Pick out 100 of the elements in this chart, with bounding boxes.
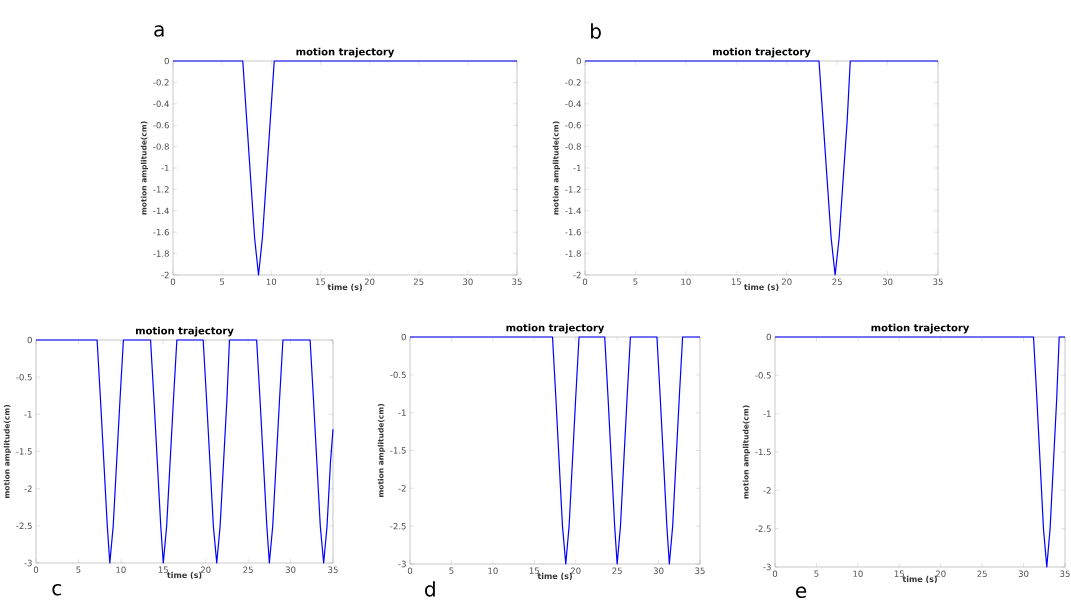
y-tick-label: -1.5 xyxy=(16,448,32,455)
line-series xyxy=(409,336,701,565)
y-tick-label: -1 xyxy=(24,411,32,418)
x-axis-title: time (s) xyxy=(744,283,779,291)
y-tick-label: 0 xyxy=(576,57,581,65)
y-tick-label: -1 xyxy=(161,164,169,172)
y-tick-label: -0.6 xyxy=(565,121,581,129)
y-tick-label: -2 xyxy=(573,271,581,279)
x-tick-label: 0 xyxy=(407,567,413,574)
y-tick-label: -1.4 xyxy=(153,207,169,214)
y-tick-label: -1.8 xyxy=(153,250,169,257)
x-axis-title: time (s) xyxy=(902,575,937,583)
y-tick-label: -0.5 xyxy=(390,371,406,379)
x-tick-label: 30 xyxy=(285,566,296,573)
x-tick-label: 0 xyxy=(582,278,588,285)
x-tick-label: 15 xyxy=(158,566,168,573)
y-tick-label: -1.4 xyxy=(565,207,581,214)
y-tick-label: -0.4 xyxy=(153,100,169,108)
y-tick-label: -2 xyxy=(763,487,771,494)
x-tick-label: 10 xyxy=(488,567,498,574)
text: e xyxy=(796,586,807,599)
y-tick-label: -3 xyxy=(24,559,32,567)
x-tick-label: 35 xyxy=(695,567,705,574)
y-tick-label: 0 xyxy=(766,333,771,341)
y-tick-label: -2.5 xyxy=(755,525,771,532)
x-tick-label: 20 xyxy=(781,278,792,285)
x-tick-label: 25 xyxy=(832,278,842,285)
y-tick-label: -0.4 xyxy=(565,100,581,108)
x-axis-title: time (s) xyxy=(537,572,572,580)
x-tick-label: 5 xyxy=(814,570,819,577)
y-tick-label: 0 xyxy=(401,333,406,341)
x-tick-label: 25 xyxy=(243,566,253,573)
y-tick-label: -2 xyxy=(24,485,32,492)
y-tick-label: 0 xyxy=(27,336,32,344)
x-tick-label: 5 xyxy=(220,278,225,285)
x-tick-label: 10 xyxy=(681,278,691,285)
y-tick-label: -1 xyxy=(763,410,771,417)
x-axis-title: time (s) xyxy=(167,571,202,579)
y-tick-label: -3 xyxy=(398,560,406,568)
x-tick-label: 15 xyxy=(315,278,326,285)
chart-title: motion trajectory xyxy=(136,326,234,337)
x-tick-label: 35 xyxy=(328,566,338,573)
x-tick-label: 30 xyxy=(463,278,473,285)
y-tick-label: -0.8 xyxy=(565,143,581,150)
y-tick-label: -1.6 xyxy=(153,228,169,236)
x-tick-label: 35 xyxy=(1060,570,1070,577)
x-tick-label: 25 xyxy=(977,570,987,577)
text: a xyxy=(154,25,164,37)
x-tick-label: 20 xyxy=(200,566,211,573)
y-tick-label: -1 xyxy=(573,164,581,172)
x-tick-label: 25 xyxy=(612,567,622,574)
y-tick-label: -0.2 xyxy=(153,79,169,86)
y-tick-label: -1 xyxy=(398,409,406,416)
x-tick-label: 10 xyxy=(266,278,277,285)
x-tick-label: 35 xyxy=(512,278,522,285)
y-tick-label: -1.2 xyxy=(565,186,581,193)
y-tick-label: -1.5 xyxy=(390,447,406,454)
chart-title: motion trajectory xyxy=(296,47,395,58)
x-tick-label: 10 xyxy=(853,570,863,577)
x-tick-label: 0 xyxy=(170,278,176,285)
y-tick-label: 0 xyxy=(164,57,169,65)
y-tick-label: -1.5 xyxy=(755,448,771,456)
chart-title: motion trajectory xyxy=(506,323,605,334)
text: d xyxy=(425,581,435,597)
x-tick-label: 20 xyxy=(935,570,946,577)
text: b xyxy=(591,23,601,39)
y-tick-label: -2.5 xyxy=(390,522,406,530)
text: c xyxy=(52,584,62,596)
x-tick-label: 10 xyxy=(116,566,126,573)
y-tick-label: -0.5 xyxy=(755,372,771,379)
x-tick-label: 0 xyxy=(772,570,778,577)
y-tick-label: -1.8 xyxy=(565,250,581,257)
x-tick-label: 15 xyxy=(529,567,539,574)
x-tick-label: 35 xyxy=(933,278,943,285)
chart-title: motion trajectory xyxy=(871,323,970,334)
x-tick-label: 30 xyxy=(1018,570,1029,577)
y-tick-label: -2.5 xyxy=(16,522,32,530)
y-tick-label: -0.2 xyxy=(565,79,581,86)
y-tick-label: -3 xyxy=(763,563,771,571)
x-tick-label: 0 xyxy=(33,566,39,573)
x-axis-title: time (s) xyxy=(327,283,362,291)
y-tick-label: -1.2 xyxy=(153,186,169,193)
x-tick-label: 5 xyxy=(449,567,454,574)
x-tick-label: 30 xyxy=(882,278,893,285)
line-series xyxy=(172,60,518,276)
y-tick-label: -2 xyxy=(398,485,406,492)
y-tick-label: -0.8 xyxy=(153,143,169,150)
x-tick-label: 15 xyxy=(894,570,904,577)
x-tick-label: 30 xyxy=(653,567,664,574)
x-tick-label: 25 xyxy=(413,278,424,285)
line-series xyxy=(774,336,1066,568)
x-tick-label: 5 xyxy=(76,566,81,573)
x-tick-label: 20 xyxy=(570,567,581,574)
y-tick-label: -0.6 xyxy=(153,121,169,129)
y-tick-label: -1.6 xyxy=(565,228,581,236)
x-tick-label: 20 xyxy=(364,278,375,285)
line-series xyxy=(584,60,939,276)
chart-title: motion trajectory xyxy=(713,47,811,58)
y-tick-label: -2 xyxy=(161,271,169,279)
x-tick-label: 5 xyxy=(633,278,638,285)
